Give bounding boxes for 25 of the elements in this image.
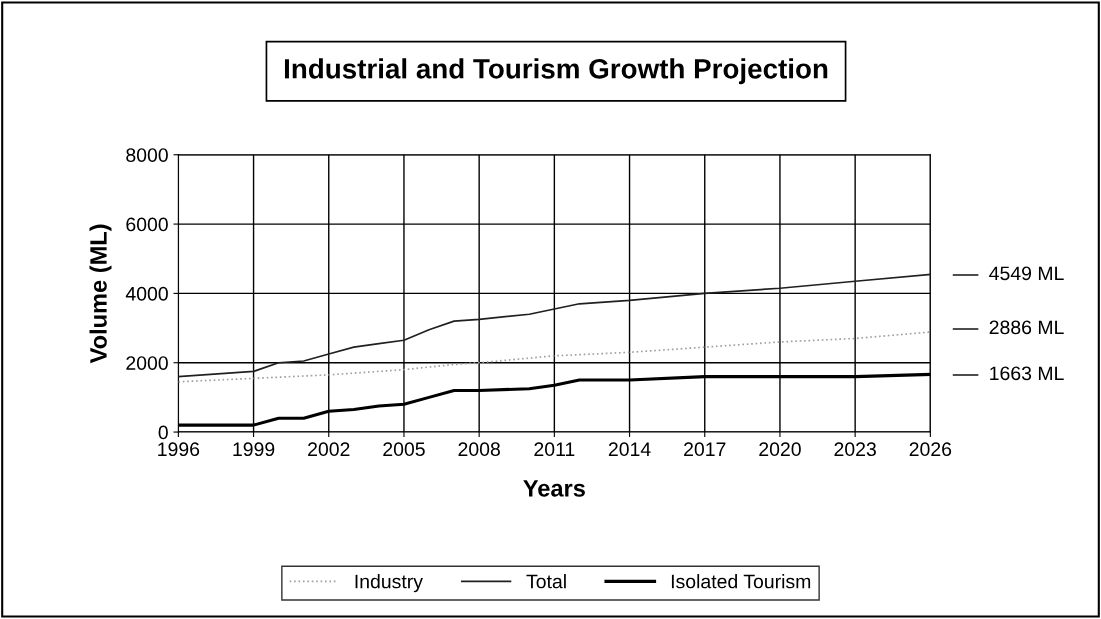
- text: 4549 ML: [989, 266, 1064, 281]
- y-tick-label: 0: [158, 425, 168, 440]
- y-tick-label: 8000: [126, 148, 168, 162]
- legend-label: Total: [526, 574, 566, 589]
- x-tick-label: 2017: [684, 442, 726, 457]
- y-axis-title: Volume (ML): [89, 224, 112, 364]
- x-tick-label: 2023: [834, 442, 876, 457]
- y-tick-label: 2000: [126, 356, 168, 370]
- text: 2886 ML: [989, 320, 1064, 335]
- x-tick-label: 1996: [158, 442, 200, 457]
- x-tick-label: 1999: [233, 442, 275, 457]
- legend-label: Isolated Tourism: [671, 574, 811, 589]
- x-tick-label: 2026: [909, 442, 952, 457]
- chart-title: Industrial and Tourism Growth Projection: [284, 58, 828, 85]
- x-tick-label: 2011: [534, 442, 575, 457]
- x-axis-title: Years: [523, 480, 585, 497]
- legend-label: Industry: [355, 574, 423, 593]
- x-tick-label: 2020: [759, 442, 801, 457]
- y-tick-label: 4000: [125, 286, 168, 301]
- x-tick-label: 2008: [458, 442, 500, 457]
- text: 1663 ML: [990, 366, 1064, 381]
- x-tick-label: 2014: [608, 442, 651, 457]
- x-tick-label: 2005: [383, 442, 425, 457]
- y-tick-label: 6000: [126, 217, 168, 232]
- x-tick-label: 2002: [308, 442, 350, 457]
